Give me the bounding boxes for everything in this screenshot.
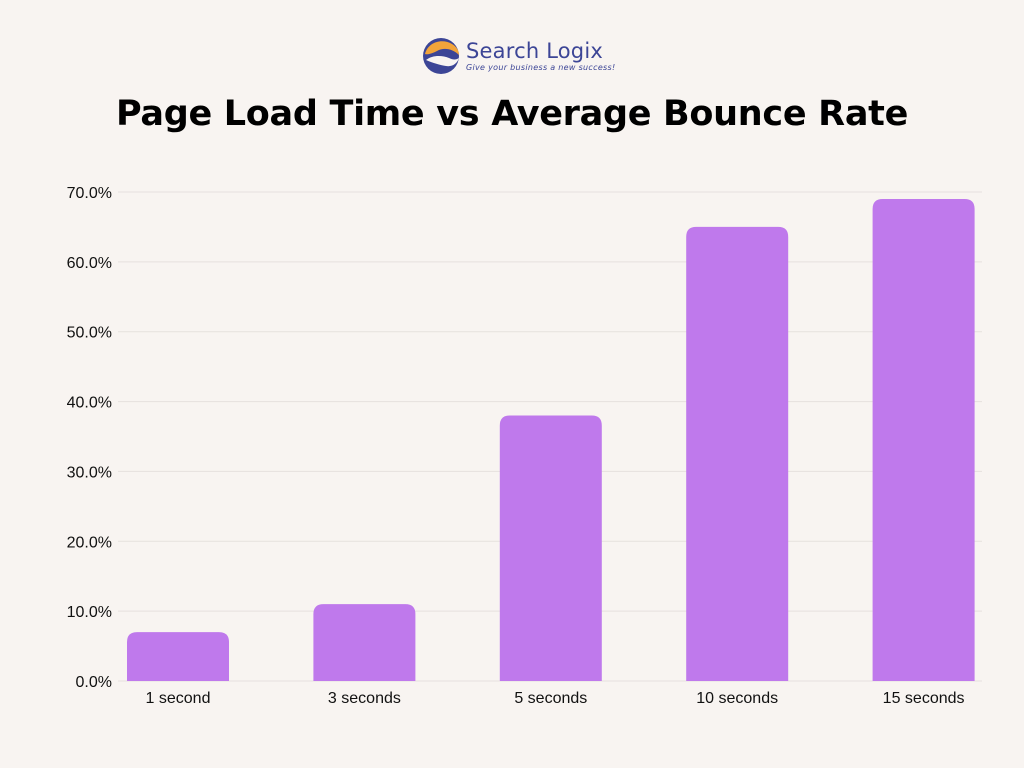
bar-1-second [127,632,229,681]
brand-name: Search Logix [466,39,603,63]
y-tick-label: 40.0% [67,395,112,412]
y-tick-label: 30.0% [67,464,112,481]
chart-title: Page Load Time vs Average Bounce Rate [115,94,909,134]
y-tick-label: 60.0% [67,255,112,272]
y-tick-label: 10.0% [67,604,112,621]
x-tick-label: 15 seconds [883,690,965,707]
bar-15-seconds [872,198,975,681]
bar-10-seconds [686,226,789,681]
brand-logo: Search Logix Give your business a new su… [422,34,616,78]
x-tick-label: 3 seconds [328,690,401,707]
bar-5-seconds [499,415,602,681]
brand-tagline: Give your business a new success! [466,63,616,72]
x-tick-label: 1 second [146,690,211,707]
x-tick-label: 10 seconds [696,690,778,707]
search-logix-logo-icon [423,38,459,74]
y-tick-label: 70.0% [67,185,112,202]
y-tick-label: 20.0% [67,534,112,551]
x-tick-label: 5 seconds [514,690,587,707]
logo-text: Search Logix Give your business a new su… [466,39,616,73]
y-tick-label: 0.0% [76,674,112,691]
bar-3-seconds [313,604,416,681]
y-tick-label: 50.0% [67,325,112,342]
